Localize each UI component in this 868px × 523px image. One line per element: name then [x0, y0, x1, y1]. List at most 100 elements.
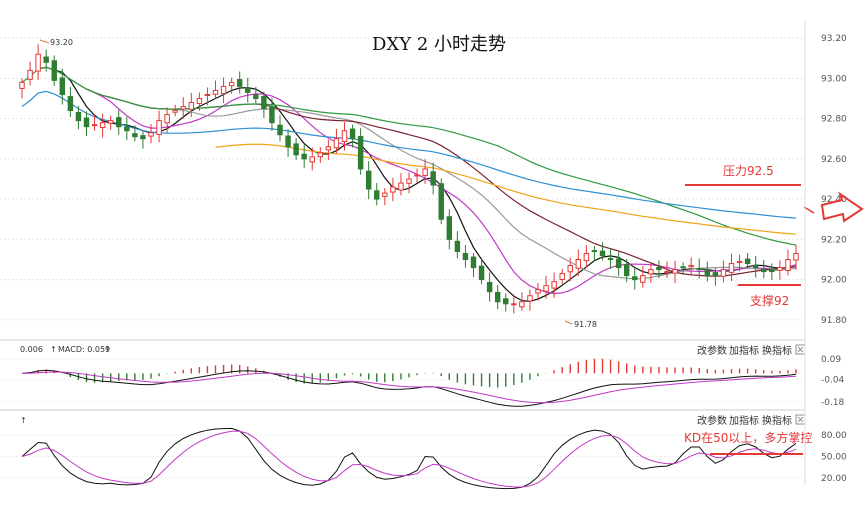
candle: [720, 260, 727, 283]
candle: [398, 173, 404, 196]
candle: [245, 77, 251, 103]
macd-ctrl-params[interactable]: 改参数: [697, 344, 727, 357]
candle: [664, 261, 670, 279]
arrow-icon: [820, 191, 864, 223]
price-tick-label: 93.20: [821, 34, 847, 44]
candle: [486, 272, 493, 302]
candle: [680, 262, 686, 274]
candle: [188, 92, 195, 117]
candle: [575, 249, 582, 277]
candle: [83, 111, 90, 136]
macd-ctrl-switch[interactable]: 换指标: [762, 344, 792, 357]
kd-tick-label: 80.00: [821, 431, 847, 441]
candle: [374, 182, 380, 206]
candle: [559, 268, 565, 284]
kd-tick-label: 20.00: [821, 474, 847, 484]
candle: [672, 260, 678, 284]
candle: [204, 87, 211, 106]
candle: [365, 161, 372, 200]
chart-title: DXY 2 小时走势: [372, 34, 506, 55]
candle: [494, 284, 501, 310]
macd-value-label: 0.006: [20, 345, 43, 354]
price-tick-label: 92.20: [821, 235, 847, 245]
candle: [591, 246, 598, 262]
candle: [107, 115, 114, 130]
candle: [462, 245, 469, 268]
candle: [269, 97, 275, 131]
price-tick-label: 93.00: [821, 74, 847, 84]
candle: [769, 263, 775, 280]
candle: [503, 293, 509, 312]
macd-label: MACD: 0.059: [58, 345, 110, 354]
macd-ctrl-add[interactable]: 加指标: [729, 344, 759, 357]
candle: [543, 275, 549, 299]
candle: [696, 258, 702, 279]
candle: [430, 162, 436, 195]
candle: [19, 78, 25, 99]
price-tick-label: 92.40: [821, 195, 847, 205]
candle: [220, 77, 227, 104]
candle: [454, 231, 461, 259]
macd-close-glyph: [797, 346, 804, 353]
kd-tick-label: 50.00: [821, 453, 847, 463]
kd-annotation: KD在50以上，多方掌控: [684, 430, 812, 445]
dea-line: [21, 371, 797, 404]
candle: [277, 115, 283, 142]
ma5-line: [37, 66, 797, 303]
resistance-label: 压力92.5: [723, 164, 774, 178]
candle: [236, 71, 243, 94]
candle: [623, 258, 630, 283]
candle: [527, 289, 533, 311]
candle: [309, 147, 315, 171]
price-tick-label: 92.60: [821, 155, 847, 165]
candle: [349, 124, 356, 148]
candle: [382, 188, 388, 206]
candle: [132, 125, 138, 142]
price-grid: [0, 37, 805, 321]
candle: [470, 252, 477, 278]
price-axis: 93.20 93.00 92.80 92.60 92.40 92.20 92.00 91.80: [821, 34, 847, 326]
candle: [406, 172, 412, 194]
candle: [99, 113, 106, 138]
kd-lines: [21, 427, 797, 490]
candle: [341, 121, 348, 151]
candle: [35, 44, 41, 80]
candle: [91, 114, 98, 131]
candle: [253, 86, 259, 104]
candle: [301, 144, 307, 169]
candle: [640, 266, 646, 288]
macd-tick-label: 0.09: [821, 355, 841, 365]
candle: [583, 245, 590, 268]
candle: [261, 91, 267, 119]
candle: [422, 159, 428, 184]
candle: [357, 128, 364, 175]
kd-ctrl-params[interactable]: 改参数: [697, 414, 727, 427]
candle: [140, 131, 146, 149]
kd-ctrl-add[interactable]: 加指标: [729, 414, 759, 427]
candle: [75, 106, 82, 130]
macd-arrow-icon: ↑: [104, 345, 111, 354]
low-label: 91.78: [574, 320, 597, 329]
kd-ctrl-switch[interactable]: 换指标: [762, 414, 792, 427]
candle: [648, 263, 654, 283]
candle: [567, 257, 573, 282]
candle: [293, 137, 299, 161]
candle: [333, 128, 340, 154]
k-line: [21, 427, 797, 490]
high-label: 93.20: [50, 38, 73, 47]
macd-tick-label: -0.04: [821, 376, 845, 386]
candle: [27, 61, 33, 86]
macd-axis: 0.09 -0.04 -0.18: [0, 355, 845, 408]
high-pointer: [39, 39, 50, 44]
candle: [390, 177, 396, 202]
candle: [156, 110, 162, 143]
price-tick-label: 92.80: [821, 115, 847, 125]
candle: [446, 209, 453, 250]
d-line: [21, 430, 797, 488]
kd-up-icon: ↑: [20, 416, 27, 425]
candle: [632, 267, 638, 290]
candle: [438, 178, 444, 225]
ma60-line: [21, 66, 797, 246]
macd-lines: [21, 369, 797, 407]
